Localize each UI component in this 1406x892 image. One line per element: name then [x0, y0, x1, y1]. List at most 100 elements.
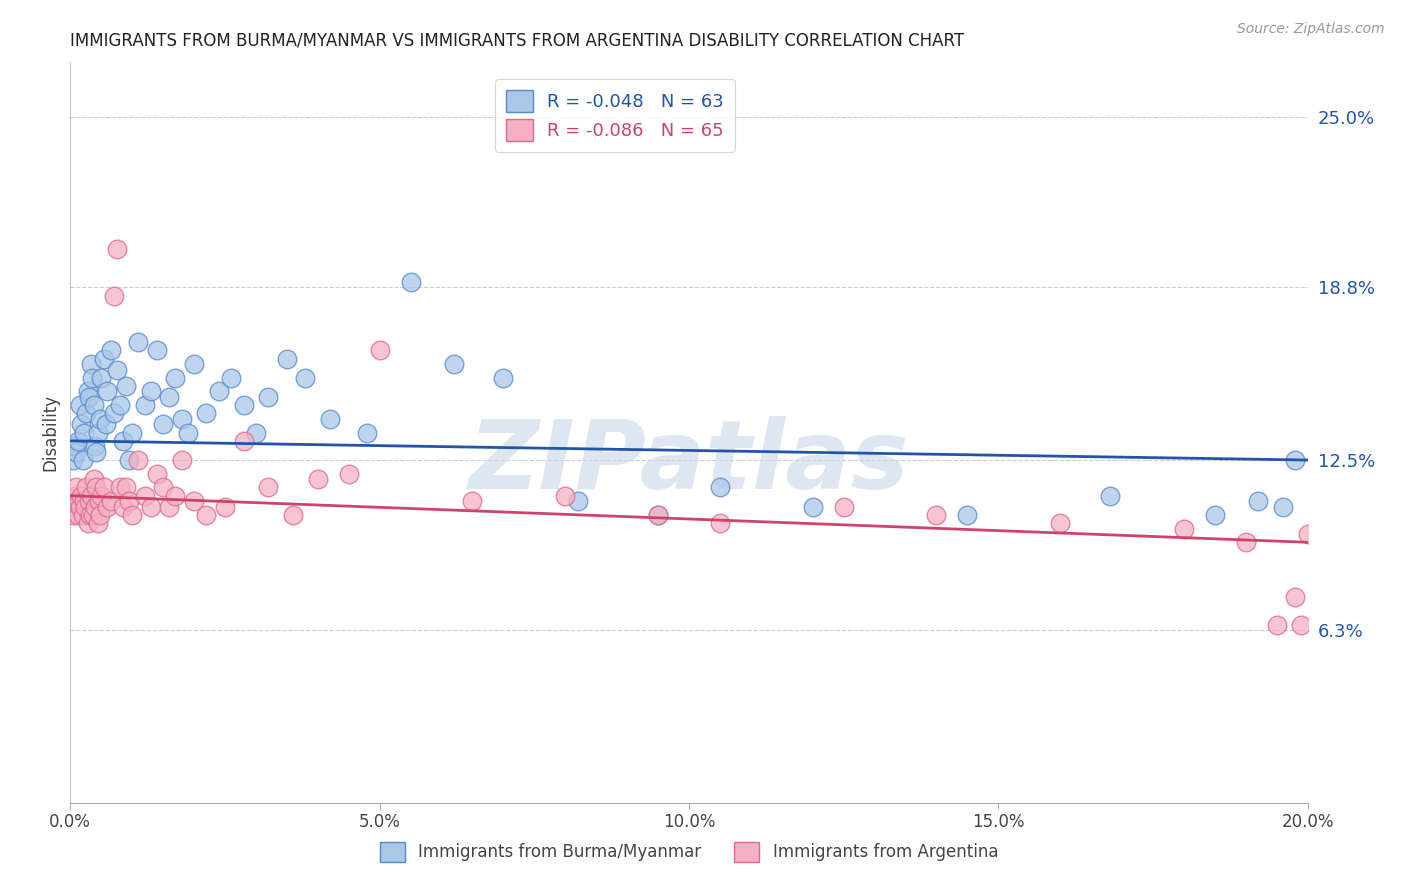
- Point: [93, 480, 115, 494]
- Point: [554, 489, 576, 503]
- Point: [89, 412, 111, 426]
- Point: [356, 425, 378, 440]
- Point: [127, 335, 149, 350]
- Point: [208, 384, 231, 399]
- Point: [69, 500, 91, 514]
- Point: [75, 480, 97, 494]
- Point: [127, 453, 149, 467]
- Point: [80, 371, 103, 385]
- Point: [1284, 590, 1306, 604]
- Point: [170, 412, 193, 426]
- Point: [96, 500, 118, 514]
- Point: [80, 357, 103, 371]
- Point: [62, 453, 84, 467]
- Point: [70, 417, 93, 432]
- Point: [1173, 522, 1195, 536]
- Point: [118, 453, 141, 467]
- Point: [319, 412, 342, 426]
- Point: [1234, 535, 1257, 549]
- Point: [100, 343, 122, 358]
- Point: [63, 489, 86, 503]
- Point: [115, 480, 138, 494]
- Point: [1049, 516, 1071, 530]
- Point: [152, 417, 174, 432]
- Point: [108, 480, 131, 494]
- Point: [69, 398, 91, 412]
- Point: [492, 371, 515, 385]
- Point: [80, 489, 103, 503]
- Point: [257, 390, 280, 404]
- Point: [105, 242, 128, 256]
- Point: [103, 406, 125, 420]
- Point: [337, 467, 360, 481]
- Point: [121, 425, 143, 440]
- Point: [276, 351, 298, 366]
- Point: [118, 494, 141, 508]
- Point: [89, 508, 111, 522]
- Point: [93, 351, 115, 366]
- Point: [76, 516, 98, 530]
- Point: [84, 500, 107, 514]
- Point: [232, 434, 254, 448]
- Point: [90, 489, 112, 503]
- Point: [103, 288, 125, 302]
- Point: [73, 494, 96, 508]
- Point: [82, 508, 104, 522]
- Y-axis label: Disability: Disability: [41, 394, 59, 471]
- Point: [183, 357, 205, 371]
- Point: [709, 516, 731, 530]
- Point: [1291, 617, 1313, 632]
- Point: [72, 508, 94, 522]
- Point: [219, 371, 242, 385]
- Point: [1204, 508, 1226, 522]
- Point: [84, 445, 107, 459]
- Point: [165, 489, 187, 503]
- Text: Source: ZipAtlas.com: Source: ZipAtlas.com: [1237, 22, 1385, 37]
- Point: [294, 371, 316, 385]
- Point: [65, 445, 87, 459]
- Point: [87, 494, 110, 508]
- Point: [76, 384, 98, 399]
- Point: [1271, 500, 1294, 514]
- Point: [647, 508, 669, 522]
- Point: [66, 434, 89, 448]
- Point: [77, 390, 100, 404]
- Point: [177, 425, 200, 440]
- Point: [232, 398, 254, 412]
- Point: [1098, 489, 1121, 503]
- Point: [443, 357, 465, 371]
- Point: [1265, 617, 1288, 632]
- Point: [73, 425, 96, 440]
- Point: [245, 425, 267, 440]
- Point: [66, 508, 89, 522]
- Point: [709, 480, 731, 494]
- Point: [1296, 527, 1319, 541]
- Point: [170, 453, 193, 467]
- Legend: Immigrants from Burma/Myanmar, Immigrants from Argentina: Immigrants from Burma/Myanmar, Immigrant…: [373, 835, 1005, 869]
- Point: [134, 398, 156, 412]
- Point: [647, 508, 669, 522]
- Point: [111, 500, 134, 514]
- Point: [72, 453, 94, 467]
- Point: [83, 472, 105, 486]
- Point: [100, 494, 122, 508]
- Point: [134, 489, 156, 503]
- Point: [65, 439, 87, 453]
- Point: [307, 472, 329, 486]
- Point: [1284, 453, 1306, 467]
- Point: [60, 494, 83, 508]
- Point: [108, 398, 131, 412]
- Point: [195, 508, 218, 522]
- Point: [111, 434, 134, 448]
- Point: [461, 494, 484, 508]
- Point: [368, 343, 391, 358]
- Point: [139, 384, 162, 399]
- Point: [83, 398, 105, 412]
- Point: [152, 480, 174, 494]
- Point: [65, 480, 87, 494]
- Point: [65, 500, 87, 514]
- Text: ZIPatlas: ZIPatlas: [468, 416, 910, 508]
- Point: [157, 500, 180, 514]
- Point: [281, 508, 304, 522]
- Point: [157, 390, 180, 404]
